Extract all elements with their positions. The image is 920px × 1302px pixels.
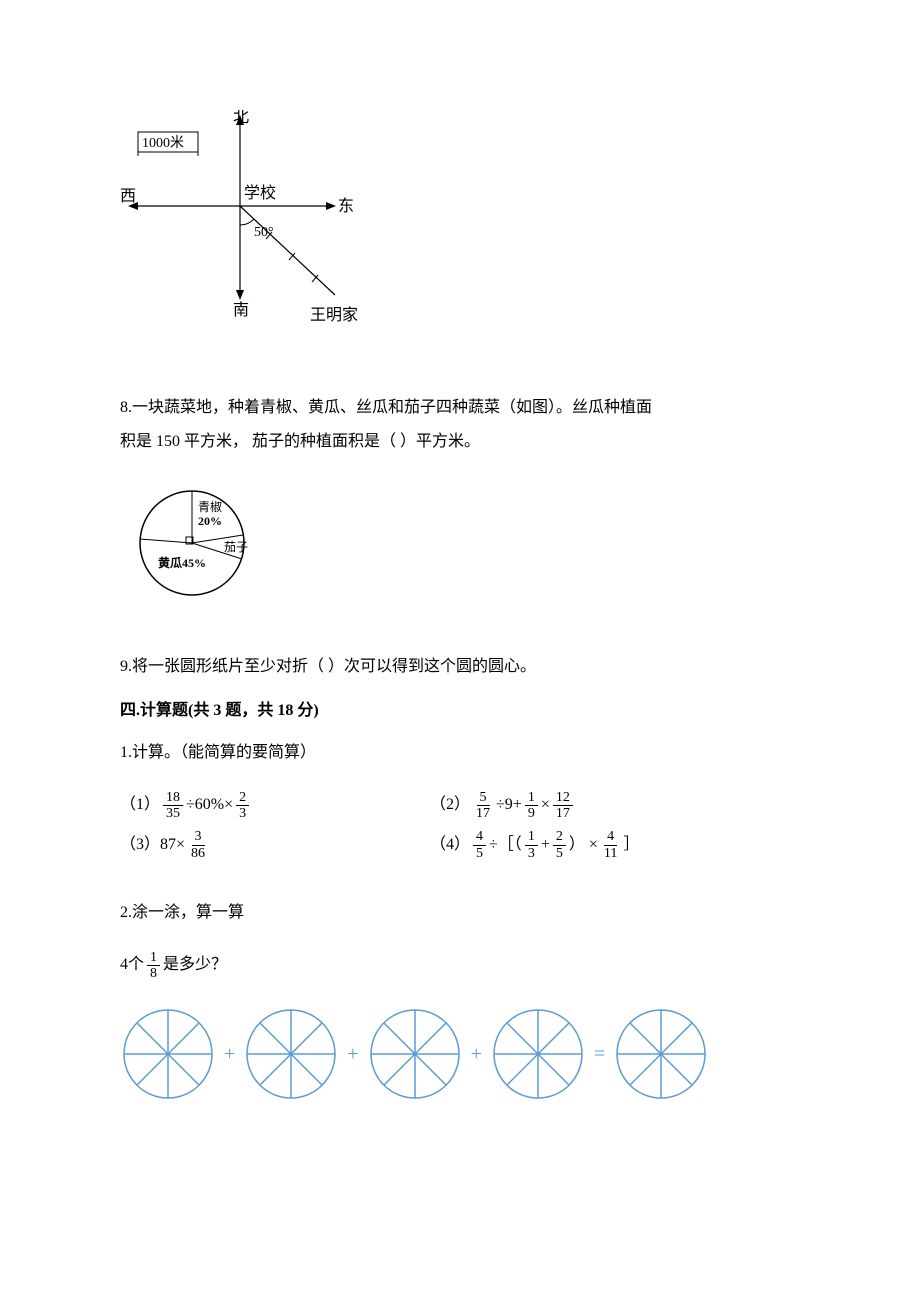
west-temp: 西 — [120, 188, 136, 205]
s4-q2-sub: 4个 18 是多少？ — [120, 950, 810, 982]
circle-8slice-icon — [120, 1006, 216, 1102]
problem-3: （3）87× 386 — [120, 829, 430, 861]
compass-diagram: 1000米 北 南 东 西 学校 50° 王明家 — [120, 110, 810, 361]
q8-line1: 8.一块蔬菜地，种着青椒、黄瓜、丝瓜和茄子四种蔬菜（如图）。丝瓜种植面 — [120, 391, 810, 425]
circle-8slice-icon — [243, 1006, 339, 1102]
east-label: 东 — [338, 197, 354, 215]
circles-equation: + + + = — [120, 1006, 810, 1102]
circle-8slice-icon — [613, 1006, 709, 1102]
north-label: 北 — [233, 110, 249, 126]
circle-8slice-icon — [367, 1006, 463, 1102]
question-8: 8.一块蔬菜地，种着青椒、黄瓜、丝瓜和茄子四种蔬菜（如图）。丝瓜种植面 积是 1… — [120, 391, 810, 458]
section-4-header: 四.计算题(共 3 题，共 18 分) — [120, 696, 810, 726]
plus-icon: + — [471, 1035, 482, 1073]
s4-q1: 1.计算。（能简算的要简算） — [120, 736, 810, 770]
calc-problems: （1） 1835 ÷60%× 23 （2） 517 ÷9+ 19 × 1217 … — [120, 790, 810, 862]
circle-8slice-icon — [490, 1006, 586, 1102]
problem-1: （1） 1835 ÷60%× 23 — [120, 790, 430, 822]
problem-2: （2） 517 ÷9+ 19 × 1217 — [430, 790, 576, 822]
plus-icon: + — [224, 1035, 235, 1073]
center-label: 学校 — [244, 184, 276, 202]
pie-pepper-pct: 20% — [198, 514, 222, 528]
pie-pepper: 青椒 — [198, 500, 222, 514]
pie-chart: 青椒 20% 茄子 黄瓜45% — [128, 479, 810, 620]
pie-cucumber: 黄瓜45% — [158, 555, 206, 570]
angle-label: 50° — [254, 225, 274, 240]
home-label: 王明家 — [310, 306, 358, 324]
south-label: 南 — [233, 301, 249, 319]
scale-label: 1000米 — [142, 135, 184, 151]
q9-text: 9.将一张圆形纸片至少对折（ ）次可以得到这个圆的圆心。 — [120, 658, 536, 675]
q8-line2: 积是 150 平方米， 茄子的种植面积是（ ）平方米。 — [120, 425, 810, 459]
s4-q2: 2.涂一涂，算一算 — [120, 896, 810, 930]
equals-icon: = — [594, 1035, 605, 1073]
problem-4: （4） 45 ÷［（ 13 + 25 ） × 411 ］ — [430, 829, 639, 861]
plus-icon: + — [347, 1035, 358, 1073]
pie-eggplant: 茄子 — [224, 540, 248, 554]
question-9: 9.将一张圆形纸片至少对折（ ）次可以得到这个圆的圆心。 — [120, 650, 810, 684]
